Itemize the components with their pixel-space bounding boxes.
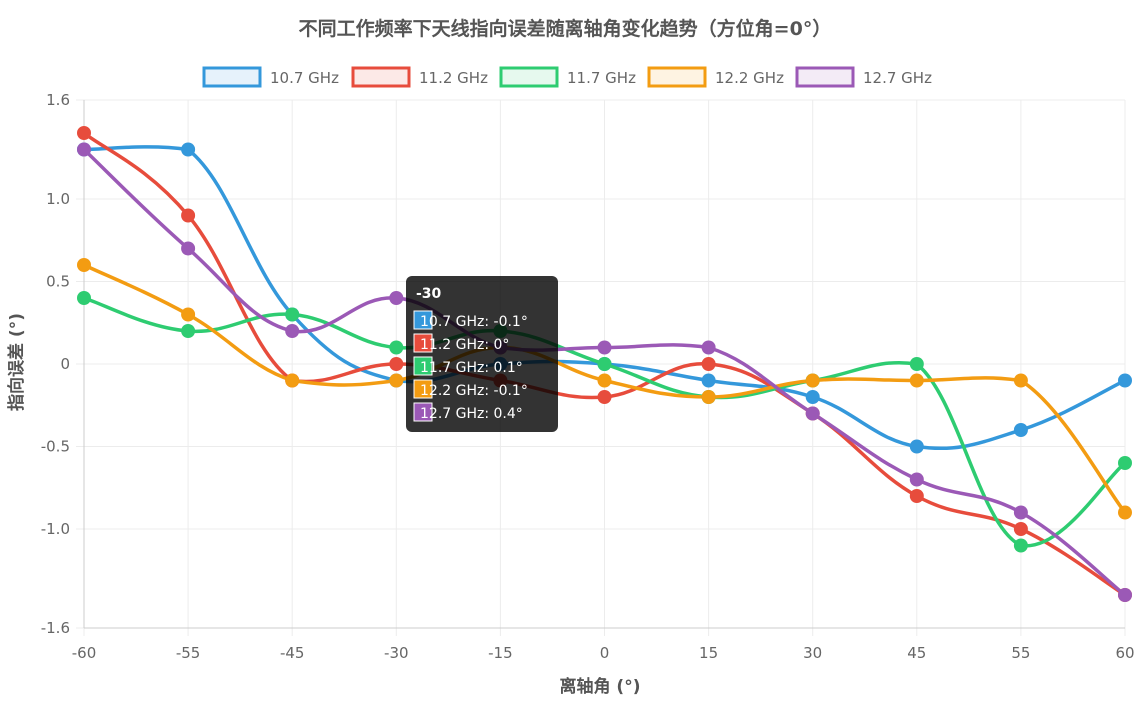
data-point[interactable] <box>77 258 91 272</box>
data-point[interactable] <box>1118 588 1132 602</box>
data-point[interactable] <box>701 357 716 371</box>
data-point[interactable] <box>77 291 91 305</box>
data-point[interactable] <box>1013 373 1028 388</box>
y-tick-label: 0.5 <box>46 273 70 291</box>
data-point[interactable] <box>805 373 820 388</box>
data-point[interactable] <box>1013 505 1028 520</box>
y-tick-label: -1.6 <box>41 619 70 637</box>
data-point[interactable] <box>181 324 196 338</box>
data-point[interactable] <box>597 340 612 355</box>
x-tick-label: -15 <box>488 644 513 662</box>
tooltip-swatch <box>413 402 433 422</box>
x-tick-label: 15 <box>699 644 718 662</box>
legend-swatch <box>647 66 707 88</box>
tooltip-title: -30 <box>416 286 442 302</box>
axes: -60 -55 -45 -30 -15 0 15 30 45 55 60 1.6 1.0 0.5 0 -0.5… <box>41 91 1135 662</box>
data-point[interactable] <box>597 373 612 388</box>
data-point[interactable] <box>389 340 404 355</box>
legend-item[interactable]: 12.2 GHz <box>647 66 784 88</box>
x-tick-label: 45 <box>907 644 926 662</box>
tooltip: -30 10.7 GHz: -0.1° 11.2 GHz: 0° 11.7 GHz: … <box>406 276 558 432</box>
data-point[interactable] <box>909 357 924 371</box>
data-point[interactable] <box>181 208 196 223</box>
legend-swatch <box>202 66 262 88</box>
legend-swatch <box>499 66 559 88</box>
y-tick-label: 1.6 <box>46 91 70 109</box>
legend-label: 12.2 GHz <box>715 69 784 87</box>
tooltip-line: 12.2 GHz: -0.1° <box>420 383 528 399</box>
data-point[interactable] <box>805 406 820 421</box>
x-axis-title: 离轴角 (°) <box>560 676 641 697</box>
legend-item[interactable]: 12.7 GHz <box>795 66 932 88</box>
data-point[interactable] <box>805 390 820 404</box>
data-point[interactable] <box>1013 538 1028 553</box>
data-point[interactable] <box>1118 373 1132 388</box>
tooltip-line: 11.7 GHz: 0.1° <box>420 360 523 376</box>
x-tick-label: 0 <box>600 644 610 662</box>
data-point[interactable] <box>77 126 91 140</box>
legend-swatch <box>795 66 855 88</box>
data-point[interactable] <box>1118 505 1132 520</box>
data-point[interactable] <box>389 291 404 305</box>
x-tick-label: 30 <box>803 644 822 662</box>
y-tick-label: -0.5 <box>41 438 70 456</box>
data-point[interactable] <box>909 472 924 487</box>
tooltip-line: 10.7 GHz: -0.1° <box>420 314 528 330</box>
series-line <box>83 145 1126 451</box>
y-tick-label: 1.0 <box>46 190 70 208</box>
legend-item[interactable]: 10.7 GHz <box>202 66 339 88</box>
x-tick-label: -60 <box>72 644 97 662</box>
data-point[interactable] <box>1118 456 1132 470</box>
x-tick-label: -45 <box>280 644 305 662</box>
data-point[interactable] <box>701 340 716 355</box>
data-point[interactable] <box>597 357 612 371</box>
legend-label: 11.2 GHz <box>419 69 488 87</box>
legend-label: 12.7 GHz <box>863 69 932 87</box>
data-point[interactable] <box>389 373 404 388</box>
tooltip-box <box>406 276 558 432</box>
data-point[interactable] <box>285 373 300 388</box>
data-point[interactable] <box>285 307 300 322</box>
series-line <box>83 296 1127 548</box>
legend-item[interactable]: 11.7 GHz <box>499 66 636 88</box>
data-point[interactable] <box>1013 423 1028 437</box>
data-point[interactable] <box>181 142 196 157</box>
legend: 10.7 GHz 11.2 GHz 11.7 GHz 12.2 GHz 12.7 GHz <box>202 66 932 88</box>
x-tick-label: 60 <box>1115 644 1134 662</box>
tooltip-swatch <box>413 333 433 353</box>
data-point[interactable] <box>1013 522 1028 536</box>
data-point[interactable] <box>701 373 716 388</box>
tooltip-swatch <box>413 356 433 376</box>
legend-label: 10.7 GHz <box>270 69 339 87</box>
x-tick-label: -55 <box>176 644 201 662</box>
data-point[interactable] <box>597 390 612 404</box>
y-tick-label: 0 <box>60 355 70 373</box>
data-point[interactable] <box>909 489 924 503</box>
data-point[interactable] <box>389 357 404 371</box>
data-point[interactable] <box>181 307 196 322</box>
data-point[interactable] <box>181 241 196 256</box>
y-tick-label: -1.0 <box>41 520 70 538</box>
legend-item[interactable]: 11.2 GHz <box>351 66 488 88</box>
data-point[interactable] <box>285 324 300 338</box>
x-tick-label: -30 <box>384 644 409 662</box>
tooltip-swatch <box>413 379 433 399</box>
x-tick-label: 55 <box>1011 644 1030 662</box>
data-point[interactable] <box>77 142 91 157</box>
tooltip-line: 11.2 GHz: 0° <box>420 337 509 353</box>
legend-swatch <box>351 66 411 88</box>
data-point[interactable] <box>701 390 716 404</box>
tooltip-line: 12.7 GHz: 0.4° <box>420 406 523 422</box>
data-point[interactable] <box>909 373 924 388</box>
legend-label: 11.7 GHz <box>567 69 636 87</box>
tooltip-swatch <box>413 310 433 330</box>
y-axis-title: 指向误差 (°) <box>6 313 27 411</box>
data-point[interactable] <box>909 439 924 454</box>
chart-title: 不同工作频率下天线指向误差随离轴角变化趋势（方位角=0°） <box>299 17 832 40</box>
